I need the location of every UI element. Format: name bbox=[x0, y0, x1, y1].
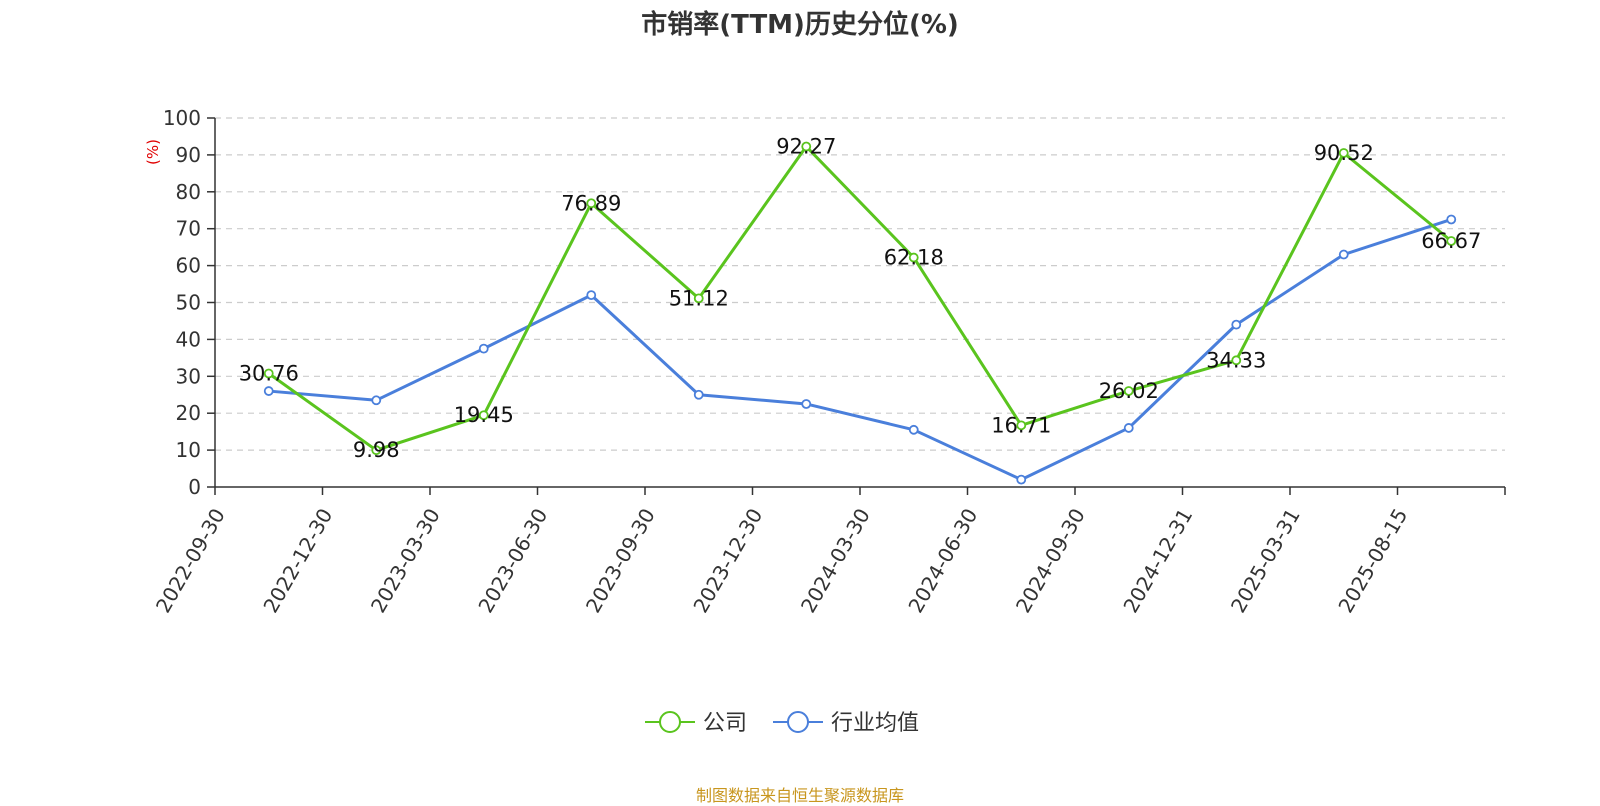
data-label: 90.52 bbox=[1314, 141, 1374, 165]
data-label: 16.71 bbox=[991, 413, 1051, 437]
data-label: 19.45 bbox=[454, 403, 514, 427]
data-point bbox=[1231, 355, 1242, 366]
data-point bbox=[1446, 236, 1457, 246]
data-point bbox=[1338, 249, 1349, 260]
y-tick-label: 40 bbox=[176, 327, 201, 351]
data-point bbox=[263, 386, 274, 396]
data-labels: 30.76 9.98 19.45 76.89 51.12 92.27 62.18 16.71 2… bbox=[239, 135, 1482, 463]
x-tick-label: 2024-03-30 bbox=[796, 504, 875, 617]
x-tick-label: 2022-12-30 bbox=[258, 504, 337, 617]
data-point bbox=[263, 368, 274, 379]
data-point bbox=[1123, 386, 1134, 396]
series-line bbox=[268, 218, 1452, 482]
data-point bbox=[478, 343, 489, 354]
x-tick-label: 2024-12-31 bbox=[1118, 504, 1197, 617]
legend-label: 行业均值 bbox=[831, 711, 919, 736]
x-tick-label: 2024-09-30 bbox=[1011, 504, 1090, 617]
data-label: 34.33 bbox=[1206, 348, 1266, 372]
x-tick-label: 2023-12-30 bbox=[688, 504, 767, 617]
series-line bbox=[267, 145, 1453, 452]
chart-title: 市销率(TTM)历史分位(%) bbox=[641, 10, 959, 40]
data-point bbox=[586, 290, 597, 301]
data-point bbox=[908, 424, 919, 435]
data-point bbox=[801, 141, 812, 152]
data-point bbox=[1446, 214, 1457, 225]
y-tick-label: 50 bbox=[176, 291, 201, 315]
legend-label: 公司 bbox=[703, 711, 747, 736]
data-point bbox=[1231, 319, 1242, 330]
x-tick-label: 2023-03-30 bbox=[366, 504, 445, 617]
legend-item[interactable]: 行业均值 bbox=[773, 711, 919, 736]
data-label: 26.02 bbox=[1099, 379, 1159, 403]
data-label: 62.18 bbox=[884, 246, 944, 270]
data-point bbox=[586, 198, 597, 209]
y-tick-label: 100 bbox=[163, 106, 201, 130]
y-tick-label: 60 bbox=[176, 254, 201, 278]
data-point bbox=[693, 389, 704, 400]
x-tick-label: 2025-03-31 bbox=[1226, 504, 1305, 617]
x-tick-label: 2023-09-30 bbox=[581, 504, 660, 617]
legend-marker bbox=[659, 711, 681, 733]
data-point bbox=[908, 252, 919, 263]
y-axis-unit: (%) bbox=[144, 139, 162, 165]
y-tick-label: 90 bbox=[176, 143, 201, 167]
y-tick-labels: 0 10 20 30 40 50 60 70 80 90 100 bbox=[163, 106, 201, 499]
grid-lines bbox=[215, 117, 1505, 451]
data-point bbox=[371, 445, 382, 456]
series-lines bbox=[263, 141, 1457, 485]
y-tick-label: 80 bbox=[176, 180, 201, 204]
data-label: 30.76 bbox=[239, 361, 299, 385]
data-label: 76.89 bbox=[561, 191, 621, 215]
data-point bbox=[1016, 420, 1027, 431]
y-tick-label: 10 bbox=[176, 438, 201, 462]
data-point bbox=[478, 410, 489, 421]
data-point bbox=[1016, 474, 1027, 485]
y-tick-label: 30 bbox=[176, 364, 201, 388]
y-tick-label: 70 bbox=[176, 217, 201, 241]
x-tick-label: 2022-09-30 bbox=[151, 504, 230, 617]
x-tick-label: 2025-08-15 bbox=[1333, 504, 1412, 617]
data-point bbox=[693, 293, 704, 304]
x-tick-label: 2024-06-30 bbox=[903, 504, 982, 617]
data-label: 51.12 bbox=[669, 286, 729, 310]
data-label: 9.98 bbox=[353, 438, 400, 462]
data-label: 66.67 bbox=[1421, 229, 1481, 253]
axes bbox=[207, 117, 1506, 495]
x-tick-labels: 2022-09-30 2022-12-30 2023-03-30 2023-06-30… bbox=[151, 504, 1412, 617]
legend[interactable]: 公司 行业均值 bbox=[645, 711, 919, 736]
x-tick-label: 2023-06-30 bbox=[473, 504, 552, 617]
data-source-footer: 制图数据来自恒生聚源数据库 bbox=[695, 786, 904, 805]
data-point bbox=[1123, 423, 1134, 433]
legend-marker bbox=[787, 711, 809, 733]
legend-item[interactable]: 公司 bbox=[645, 711, 747, 736]
data-point bbox=[801, 399, 812, 409]
data-point bbox=[371, 395, 382, 406]
y-tick-label: 20 bbox=[176, 401, 201, 425]
data-label: 92.27 bbox=[776, 135, 836, 159]
y-tick-label: 0 bbox=[188, 475, 201, 499]
data-point bbox=[1338, 148, 1349, 158]
